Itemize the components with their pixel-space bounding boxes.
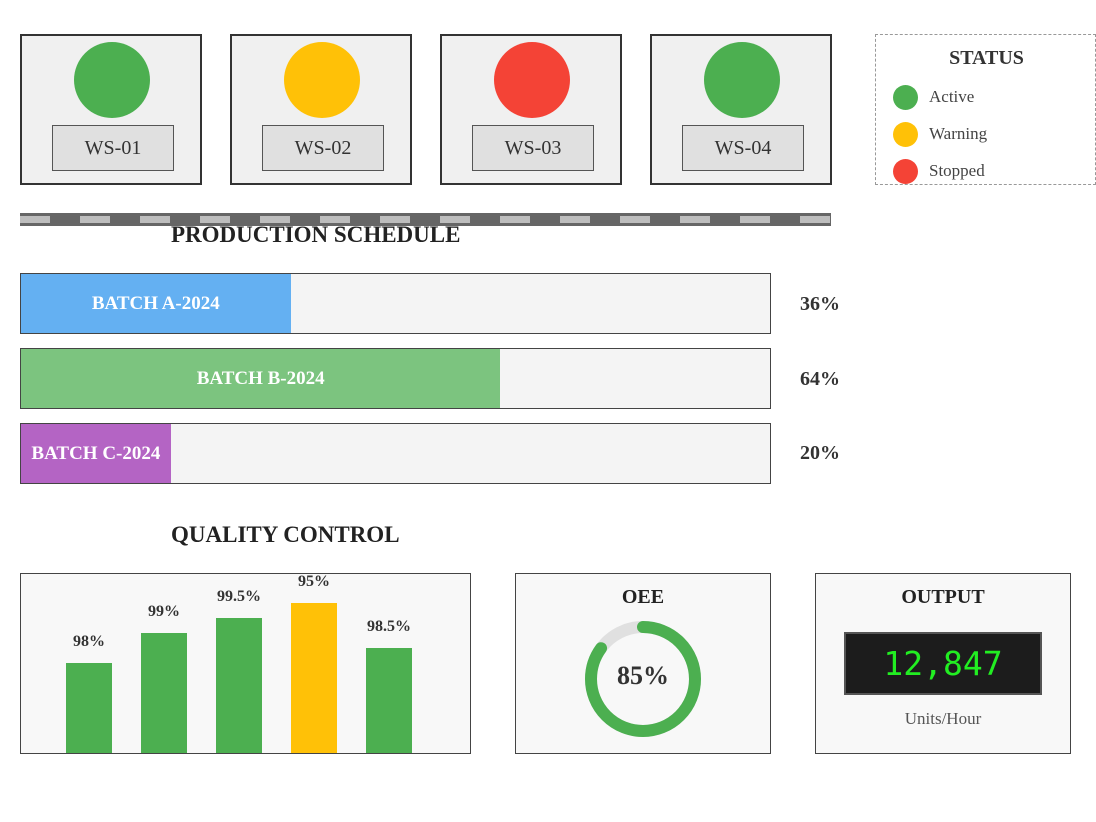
legend-label: Stopped [929, 161, 985, 180]
output-panel: OUTPUT 12,847 Units/Hour [815, 573, 1071, 754]
quality-bar [216, 618, 262, 753]
quality-bar [291, 603, 337, 753]
workstation-ws-01[interactable]: WS-01 [20, 34, 202, 185]
quality-control-title: QUALITY CONTROL [171, 522, 400, 547]
quality-bar-label: 98.5% [367, 618, 411, 635]
batch-name: BATCH A-2024 [91, 292, 220, 314]
yellow-dot-icon [893, 121, 918, 147]
workstation-label: WS-01 [52, 125, 174, 171]
batch-progress-fill [21, 274, 291, 333]
status-legend: STATUS Active Warning Stopped [875, 34, 1096, 185]
status-light [494, 42, 570, 118]
workstation-label: WS-02 [262, 125, 384, 171]
workstation-label: WS-04 [682, 125, 804, 171]
quality-bar [366, 648, 412, 753]
legend-label: Warning [929, 124, 988, 143]
quality-bar-label: 95% [298, 573, 330, 590]
legend-item-warning: Warning [893, 121, 987, 147]
conveyor-dashes [20, 216, 831, 223]
workstation-ws-02[interactable]: WS-02 [230, 34, 412, 185]
batch-percent: 36% [800, 293, 840, 315]
red-dot-icon [893, 158, 918, 184]
quality-bar-label: 99% [148, 603, 180, 620]
batch-percent: 64% [800, 368, 840, 390]
workstation-ws-03[interactable]: WS-03 [440, 34, 622, 185]
oee-value: 85% [617, 661, 669, 690]
output-counter-display: 12,847 [844, 632, 1042, 695]
legend-title: STATUS [949, 47, 1024, 69]
batch-percent: 20% [800, 442, 840, 464]
batch-progress-fill [21, 349, 501, 408]
legend-item-active: Active [893, 84, 974, 110]
oee-title: OEE [621, 586, 665, 608]
production-schedule-title: PRODUCTION SCHEDULE [171, 222, 461, 247]
status-light [704, 42, 780, 118]
legend-label: Active [929, 87, 975, 106]
quality-bar-label: 98% [73, 633, 105, 650]
oee-gauge [585, 621, 701, 737]
quality-chart-panel: 98% 99% 99.5% 95% 98.5% [20, 573, 471, 754]
batch-name: BATCH C-2024 [31, 442, 161, 464]
quality-bar-label: 99.5% [217, 588, 261, 605]
quality-bar [66, 663, 112, 753]
batch-progress-fill [21, 424, 171, 483]
workstation-label: WS-03 [472, 125, 594, 171]
workstation-ws-04[interactable]: WS-04 [650, 34, 832, 185]
batch-name: BATCH B-2024 [196, 367, 325, 389]
oee-gauge-fill [585, 621, 701, 737]
batch-progress-bar[interactable]: BATCH C-2024 [20, 423, 771, 484]
batch-progress-bar[interactable]: BATCH A-2024 [20, 273, 771, 334]
output-title: OUTPUT [901, 586, 985, 608]
status-light [284, 42, 360, 118]
green-dot-icon [893, 84, 918, 110]
status-light [74, 42, 150, 118]
output-unit: Units/Hour [904, 709, 982, 728]
legend-item-stopped: Stopped [893, 158, 985, 184]
oee-panel: OEE 85% [515, 573, 771, 754]
quality-bar [141, 633, 187, 753]
batch-progress-bar[interactable]: BATCH B-2024 [20, 348, 771, 409]
conveyor-belt [20, 213, 831, 226]
